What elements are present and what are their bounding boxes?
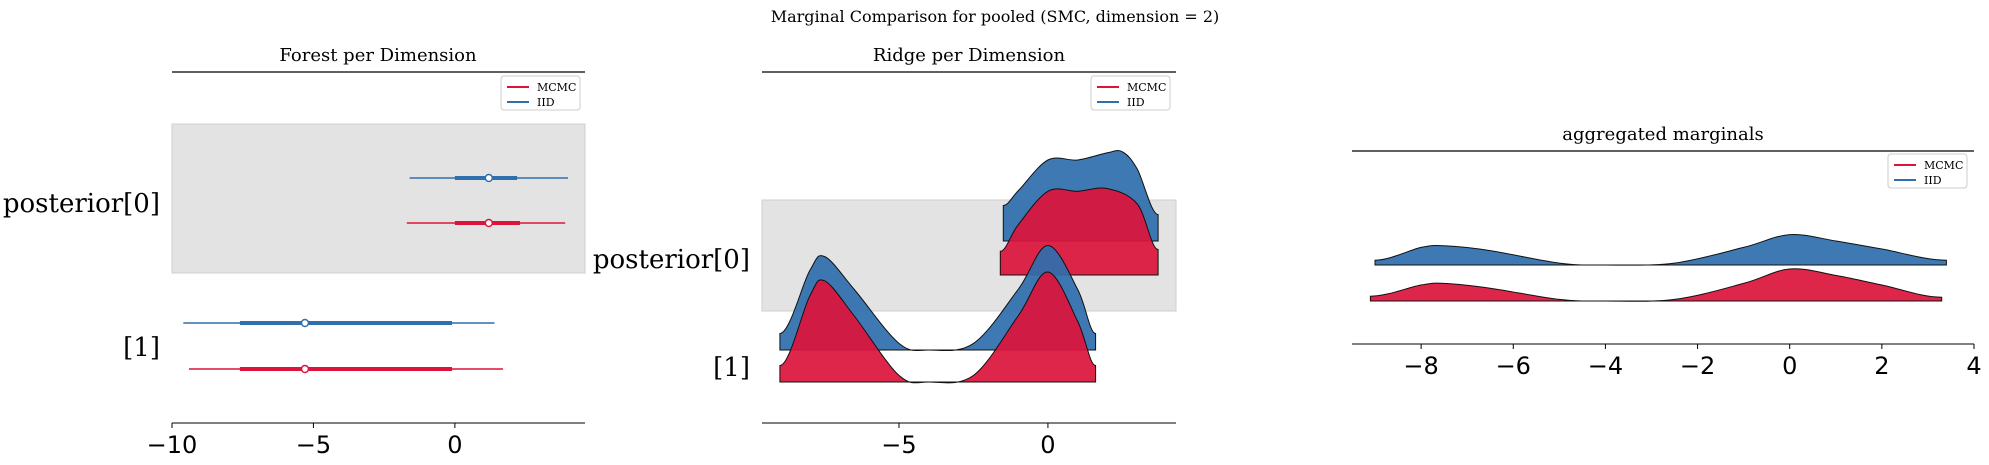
x-tick-label: 0 <box>447 431 462 459</box>
panel-title: Forest per Dimension <box>279 45 477 66</box>
legend-label: IID <box>1127 96 1145 109</box>
aggregated-panel: aggregated marginals MCMC IID −8 −6 −4 −2 0 2 4 <box>1352 124 1982 380</box>
point-estimate <box>484 218 494 228</box>
x-tick-label: −8 <box>1403 352 1438 380</box>
x-tick-label: −4 <box>1588 352 1623 380</box>
panel-title: aggregated marginals <box>1562 124 1763 145</box>
ridge-panel: Ridge per Dimension MCMC IID posterior[0] [1… <box>593 45 1177 459</box>
category-label: [1] <box>713 353 750 383</box>
x-tick-label: −6 <box>1496 352 1531 380</box>
ridge-mcmc <box>1369 268 1943 302</box>
point-estimate <box>484 173 494 183</box>
figure-suptitle: Marginal Comparison for pooled (SMC, dim… <box>771 7 1220 26</box>
x-tick-label: −10 <box>147 431 198 459</box>
legend-label: MCMC <box>537 81 576 94</box>
panel-title: Ridge per Dimension <box>873 45 1066 66</box>
category-label: [1] <box>123 333 160 363</box>
point-estimate <box>300 364 310 374</box>
category-band <box>171 123 586 274</box>
x-tick-label: −5 <box>881 431 916 459</box>
x-tick-label: 2 <box>1874 352 1889 380</box>
category-label: posterior[0] <box>593 245 750 275</box>
category-label: posterior[0] <box>3 189 160 219</box>
x-tick-label: −5 <box>296 431 331 459</box>
ridge-mcmc <box>779 271 1097 384</box>
point-estimate <box>300 318 310 328</box>
legend-label: IID <box>1924 174 1942 187</box>
x-tick-label: 4 <box>1966 352 1981 380</box>
legend-label: IID <box>537 96 555 109</box>
forest-panel: Forest per Dimension MCMC IID posterior[0] [… <box>3 45 586 459</box>
x-tick-label: 0 <box>1040 431 1055 459</box>
ridge-iid <box>1374 233 1947 266</box>
legend-label: MCMC <box>1924 159 1963 172</box>
legend-label: MCMC <box>1127 81 1166 94</box>
x-tick-label: −2 <box>1680 352 1715 380</box>
x-tick-label: 0 <box>1782 352 1797 380</box>
